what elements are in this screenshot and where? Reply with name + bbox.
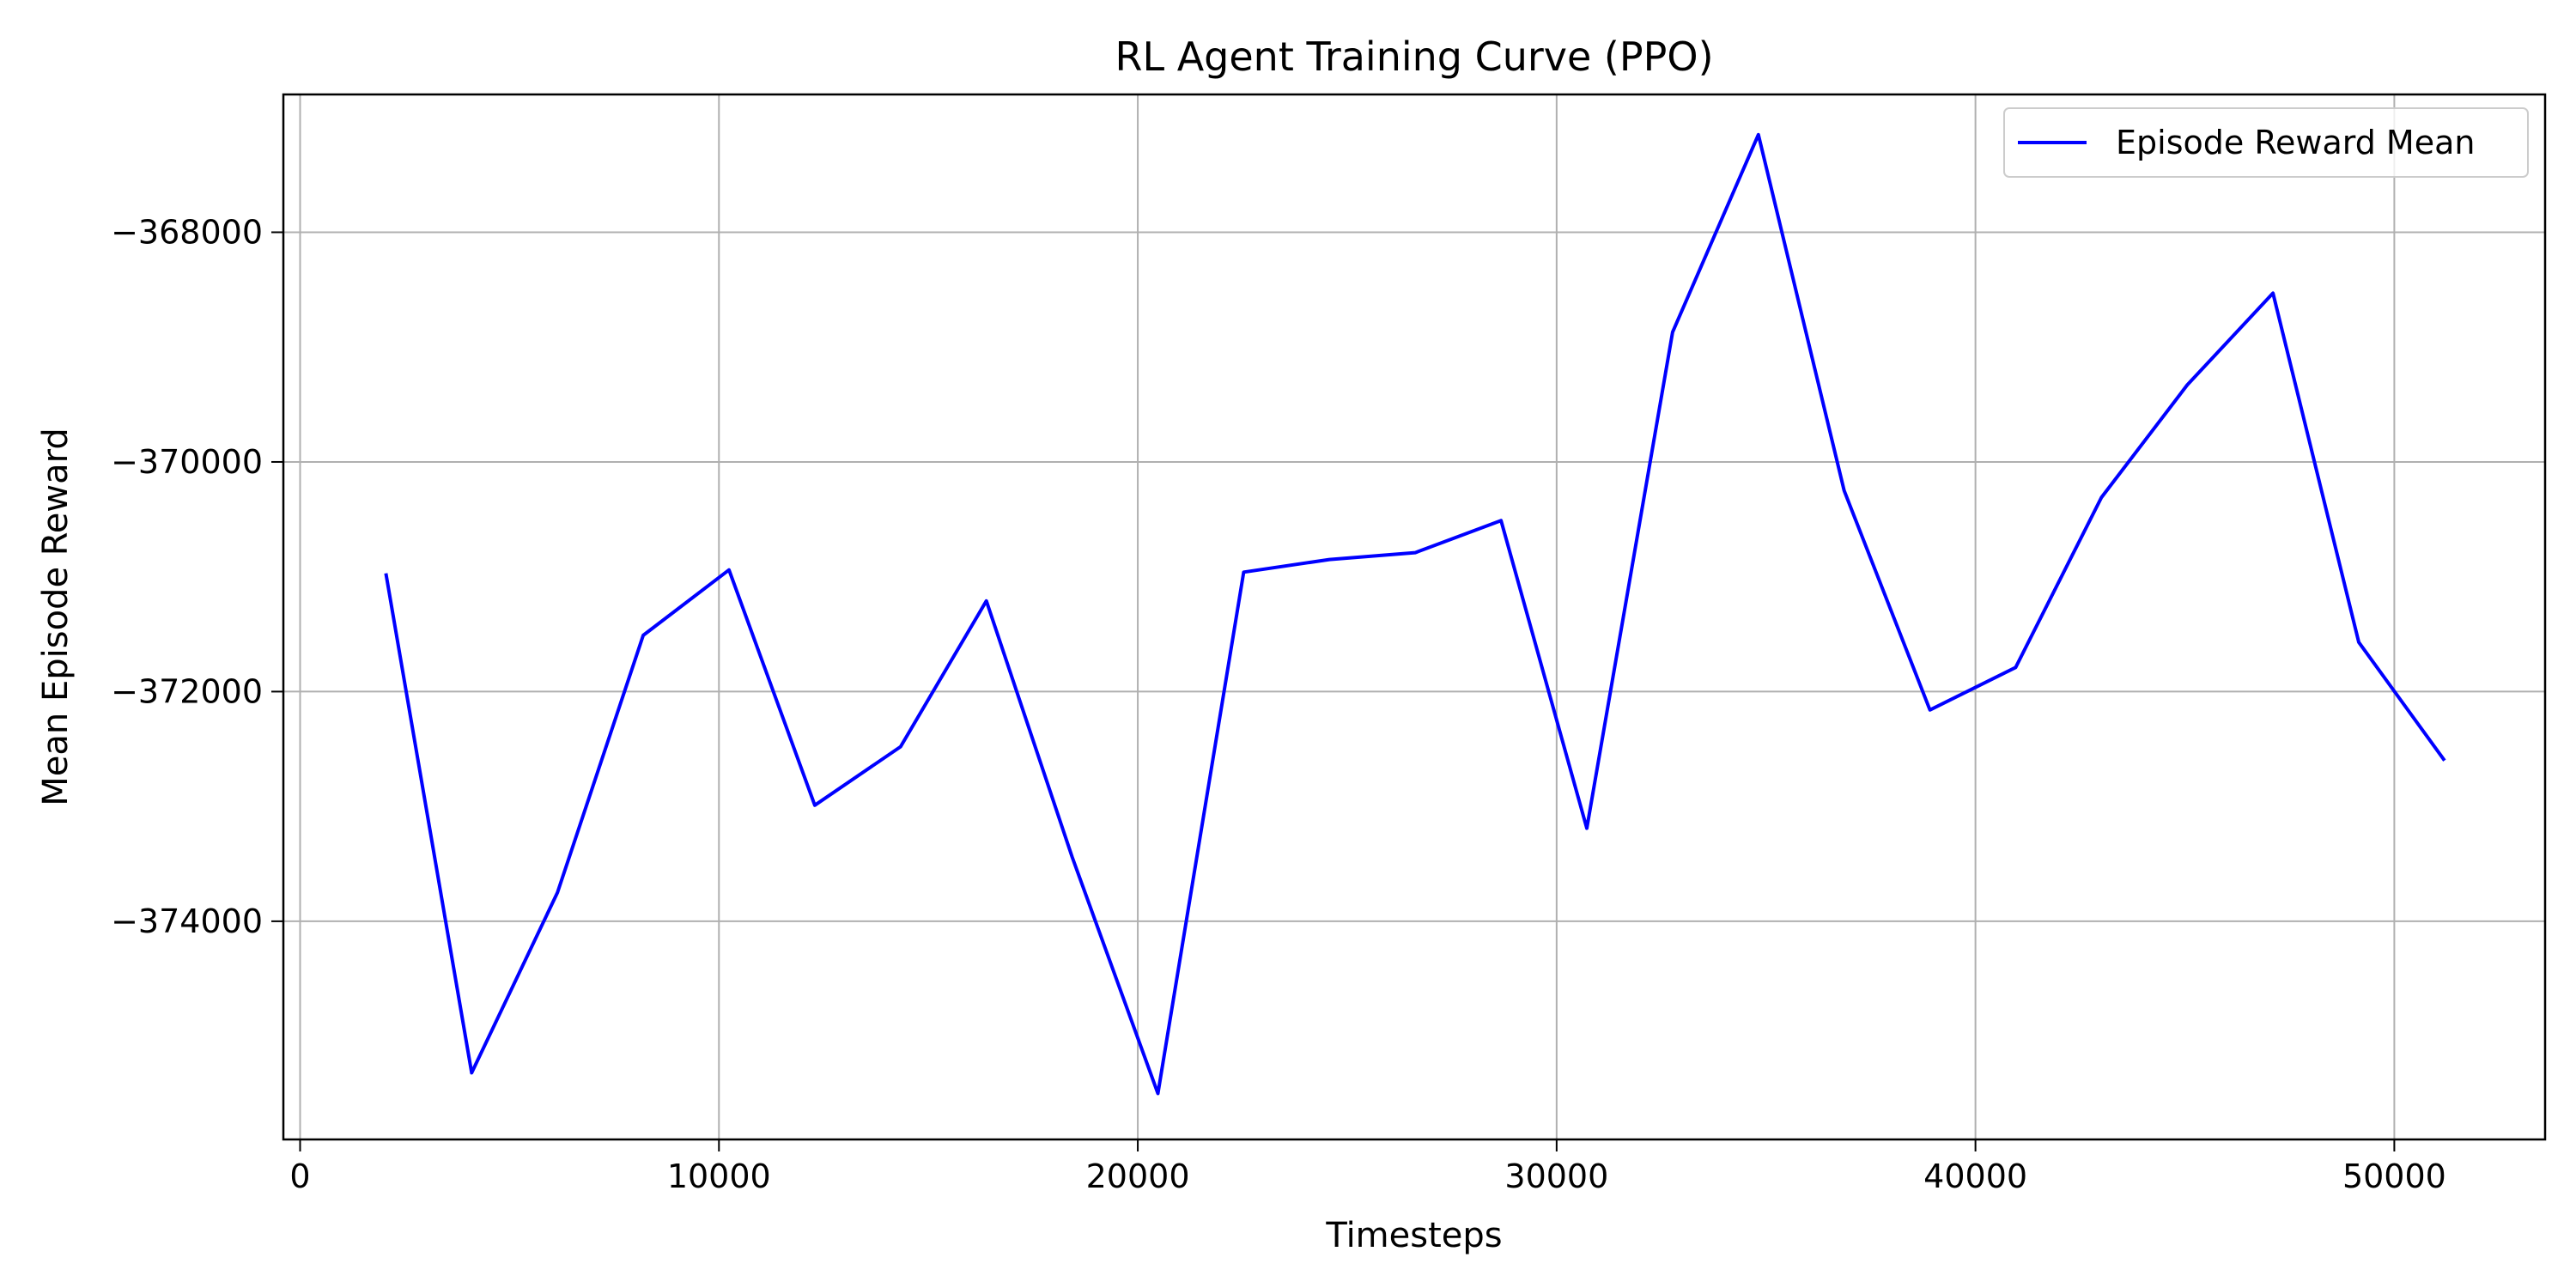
x-axis-label: Timesteps [1325,1216,1502,1255]
grid [283,94,2545,1139]
legend: Episode Reward Mean [2003,107,2529,178]
x-tick-label: 0 [289,1157,310,1195]
chart-title: RL Agent Training Curve (PPO) [1115,33,1713,80]
series-line [384,132,2446,1096]
y-tick-label: −370000 [111,443,263,481]
x-tick-label: 20000 [1086,1157,1190,1195]
plot-frame [282,93,2547,1141]
x-tick-label: 10000 [667,1157,771,1195]
x-tick-label: 30000 [1504,1157,1608,1195]
ticks: 0 10000 20000 30000 40000 50000 −374000 −372000… [111,213,2446,1195]
y-axis-label: Mean Episode Reward [36,428,76,805]
y-tick-label: −368000 [111,213,263,251]
legend-box [2003,107,2529,178]
x-tick-label: 40000 [1923,1157,2027,1195]
series-layer [384,132,2446,1096]
x-tick-label: 50000 [2342,1157,2446,1195]
y-tick-label: −372000 [111,672,263,710]
legend-label: Episode Reward Mean [2116,124,2475,161]
y-tick-label: −374000 [111,902,263,940]
